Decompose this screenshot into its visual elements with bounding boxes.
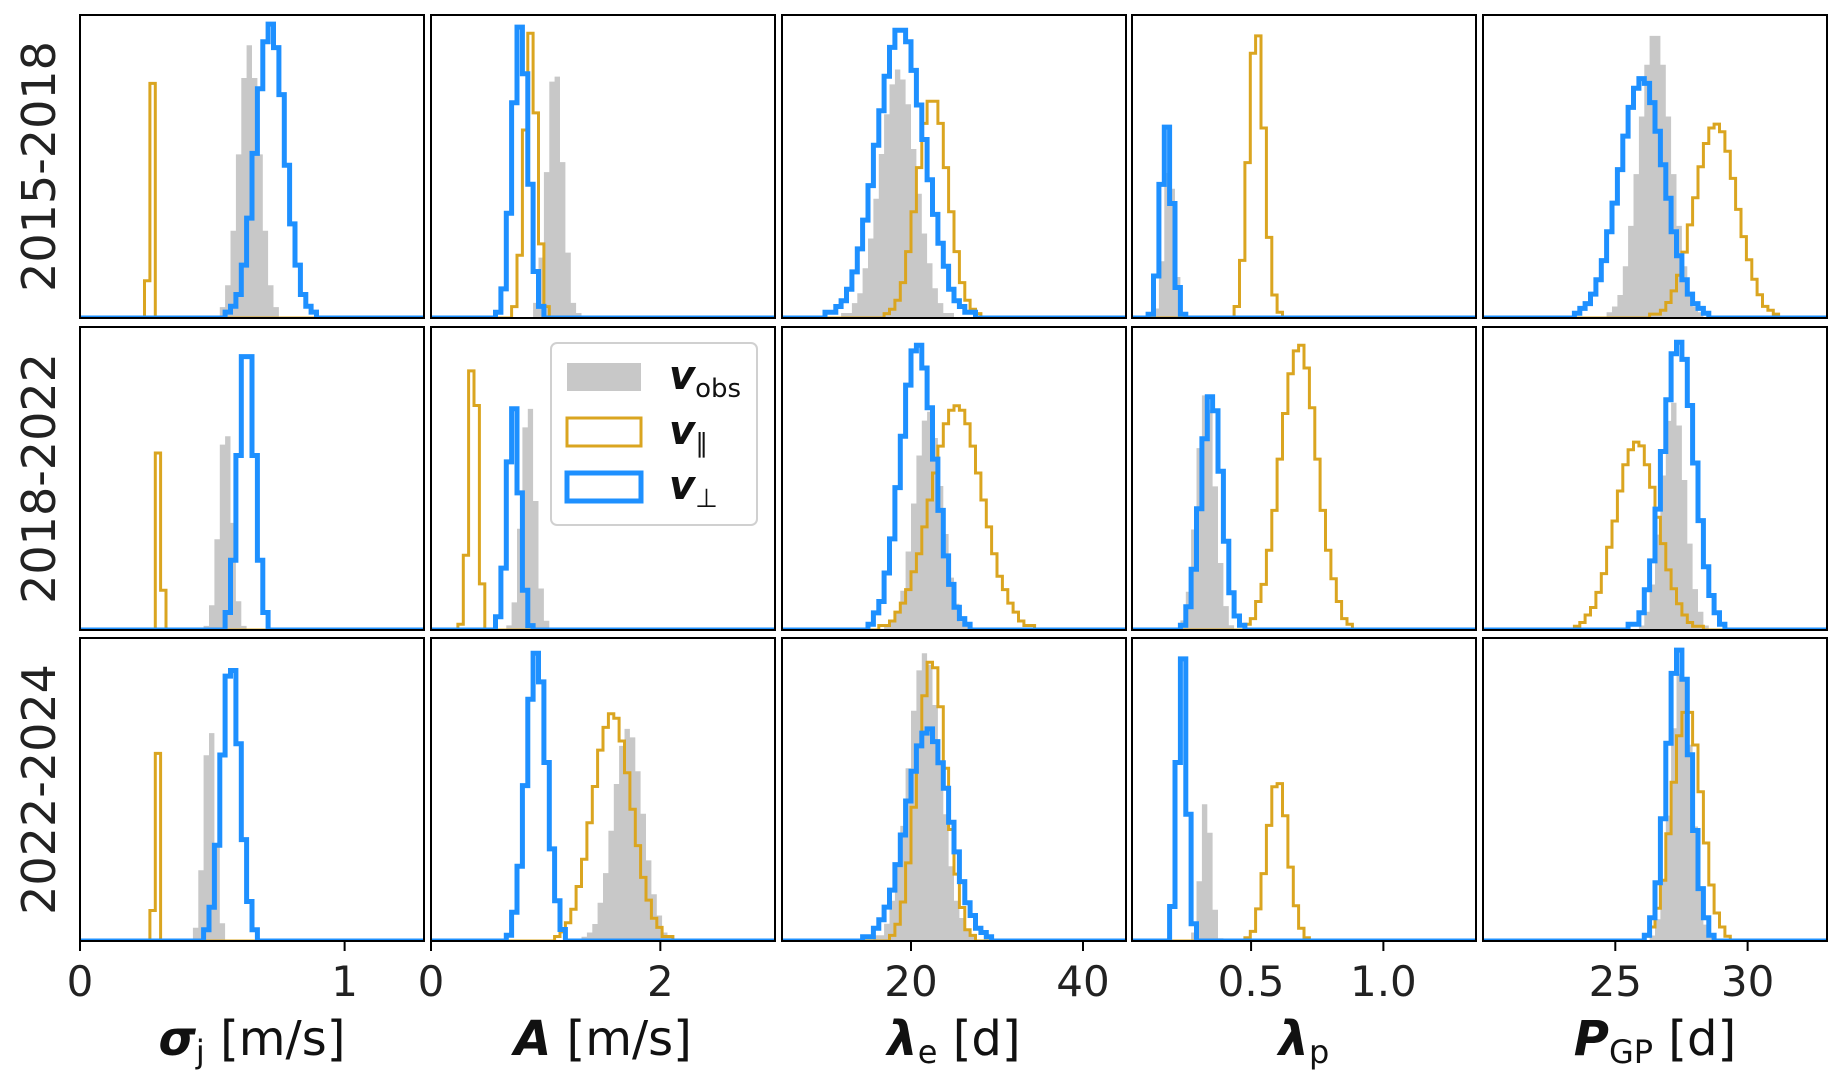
- row-label-2018-2022: 2018-2022: [12, 353, 66, 604]
- legend-swatch: [564, 470, 644, 504]
- panel-frame: [79, 14, 425, 319]
- panel-lambda_e-2015-2018: [781, 14, 1127, 319]
- x-axis-label-A: A [m/s]: [510, 1011, 692, 1067]
- parallel-histogram-lambda_e-2018-2022: [782, 404, 1126, 630]
- parallel-histogram-A-2022-2024: [431, 712, 775, 941]
- legend-swatch: [565, 416, 643, 448]
- panel-frame: [1131, 14, 1477, 319]
- parallel-histogram-lambda_p-2018-2022: [1132, 343, 1476, 630]
- panel-frame: [781, 14, 1127, 319]
- panel-A-2022-2024: [430, 637, 776, 942]
- legend-label: v∥: [669, 408, 708, 459]
- x-tick-label: 30: [1721, 957, 1774, 1006]
- x-tick-label: 1: [331, 957, 358, 1006]
- panel-lambda_p-2018-2022: [1131, 326, 1477, 631]
- x-axis-label-lambda_e: λe [d]: [884, 1011, 1020, 1071]
- x-tick-label: 20: [884, 957, 937, 1006]
- obs-histogram-A-2022-2024: [431, 728, 775, 941]
- panel-P_GP-2018-2022: [1482, 326, 1828, 631]
- legend-entry-v_perp: v⊥: [564, 463, 718, 514]
- x-tick-label: 40: [1056, 957, 1109, 1006]
- panel-frame: [430, 326, 776, 631]
- legend-label: v⊥: [669, 463, 718, 514]
- panel-frame: [1131, 637, 1477, 942]
- perp-histogram-sigma_j-2015-2018: [80, 21, 424, 318]
- parallel-histogram-lambda_p-2015-2018: [1132, 34, 1476, 318]
- x-axis-label-P_GP: PGP [d]: [1574, 1011, 1736, 1071]
- parallel-histogram-sigma_j-2018-2022: [80, 451, 424, 630]
- perp-histogram-P_GP-2015-2018: [1483, 76, 1827, 318]
- legend-swatch: [567, 363, 641, 391]
- row-label-2022-2024: 2022-2024: [12, 664, 66, 915]
- obs-histogram-lambda_e-2022-2024: [782, 653, 1126, 941]
- perp-histogram-sigma_j-2022-2024: [80, 668, 424, 941]
- perp-histogram-P_GP-2022-2024: [1483, 647, 1827, 941]
- panel-frame: [79, 326, 425, 631]
- x-axis-label-lambda_p: λp: [1276, 1011, 1330, 1071]
- obs-histogram-P_GP-2015-2018: [1483, 35, 1827, 318]
- panel-sigma_j-2018-2022: [79, 326, 425, 631]
- perp-histogram-lambda_p-2015-2018: [1132, 124, 1476, 318]
- parallel-histogram-A-2018-2022: [431, 369, 775, 630]
- panel-P_GP-2022-2024: [1482, 637, 1828, 942]
- row-labels-layer: 2015-2018 2018-2022 2022-2024: [12, 41, 66, 915]
- x-tick-label: 25: [1589, 957, 1642, 1006]
- perp-histogram-lambda_e-2015-2018: [782, 27, 1126, 318]
- parallel-histogram-P_GP-2022-2024: [1483, 710, 1827, 941]
- panels-layer: [79, 14, 1828, 942]
- legend-entry-v_obs: vobs: [567, 353, 741, 404]
- perp-histogram-A-2015-2018: [431, 24, 775, 318]
- perp-histogram-lambda_p-2022-2024: [1132, 656, 1476, 941]
- obs-histogram-lambda_p-2015-2018: [1132, 173, 1476, 318]
- perp-histogram-lambda_e-2018-2022: [782, 342, 1126, 630]
- panel-sigma_j-2015-2018: [79, 14, 425, 319]
- panel-frame: [1482, 14, 1828, 319]
- perp-histogram-lambda_p-2018-2022: [1132, 394, 1476, 630]
- panel-frame: [1482, 637, 1828, 942]
- panel-frame: [1482, 326, 1828, 631]
- obs-histogram-lambda_p-2018-2022: [1132, 395, 1476, 630]
- perp-histogram-lambda_e-2022-2024: [782, 726, 1126, 941]
- panel-frame: [79, 637, 425, 942]
- x-tick-label: 0: [67, 957, 94, 1006]
- perp-histogram-sigma_j-2018-2022: [80, 354, 424, 630]
- panel-A-2015-2018: [430, 14, 776, 319]
- obs-histogram-lambda_p-2022-2024: [1132, 804, 1476, 941]
- row-label-2015-2018: 2015-2018: [12, 41, 66, 292]
- panel-lambda_p-2022-2024: [1131, 637, 1477, 942]
- panel-sigma_j-2022-2024: [79, 637, 425, 942]
- obs-histogram-lambda_e-2015-2018: [782, 69, 1126, 318]
- panel-frame: [430, 14, 776, 319]
- legend-label: vobs: [669, 353, 741, 404]
- parallel-histogram-lambda_p-2022-2024: [1132, 782, 1476, 941]
- obs-histogram-P_GP-2018-2022: [1483, 402, 1827, 630]
- panel-lambda_p-2015-2018: [1131, 14, 1477, 319]
- x-tick-label: 1.0: [1350, 957, 1417, 1006]
- x-axis-label-sigma_j: σj [m/s]: [159, 1011, 346, 1071]
- legend-entry-v_par: v∥: [565, 408, 708, 459]
- x-tick-label: 2: [647, 957, 674, 1006]
- panel-frame: [781, 637, 1127, 942]
- obs-histogram-A-2018-2022: [431, 408, 775, 630]
- panel-frame: [781, 326, 1127, 631]
- panel-frame: [1131, 326, 1477, 631]
- panel-A-2018-2022: [430, 326, 776, 631]
- panel-frame: [430, 637, 776, 942]
- obs-histogram-A-2015-2018: [431, 76, 775, 318]
- x-tick-label: 0: [418, 957, 445, 1006]
- x-tick-label: 0.5: [1218, 957, 1285, 1006]
- parallel-histogram-lambda_e-2015-2018: [782, 99, 1126, 318]
- parallel-histogram-P_GP-2018-2022: [1483, 440, 1827, 630]
- parallel-histogram-P_GP-2015-2018: [1483, 122, 1827, 318]
- parallel-histogram-A-2015-2018: [431, 31, 775, 318]
- panel-lambda_e-2018-2022: [781, 326, 1127, 631]
- obs-histogram-sigma_j-2018-2022: [80, 436, 424, 630]
- panel-P_GP-2015-2018: [1482, 14, 1828, 319]
- perp-histogram-P_GP-2018-2022: [1483, 339, 1827, 630]
- panel-lambda_e-2022-2024: [781, 637, 1127, 942]
- parallel-histogram-lambda_e-2022-2024: [782, 660, 1126, 941]
- x-axes-layer: 0 1 σj [m/s] 0 2 A [m/s] 20 40 λe [d] 0.5 1.0 λp 25 3…: [67, 941, 1774, 1071]
